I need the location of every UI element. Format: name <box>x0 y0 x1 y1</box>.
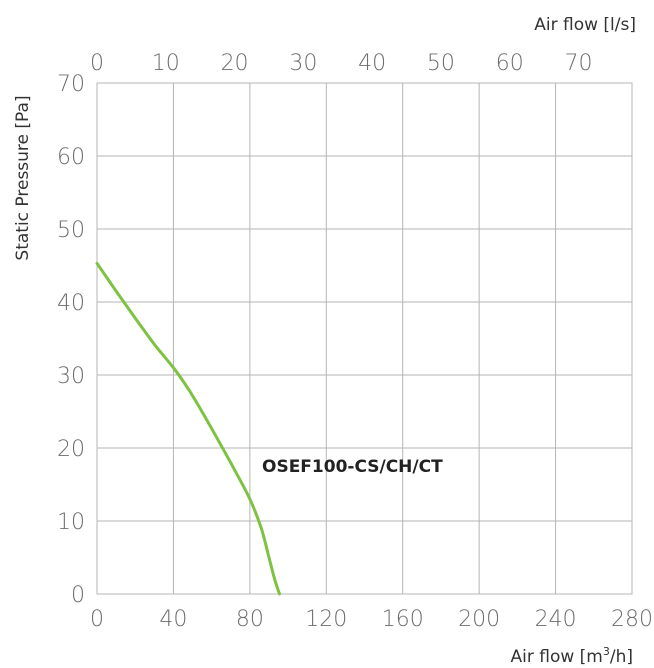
series-line <box>95 261 281 596</box>
top-tick-label: 10 <box>152 51 180 76</box>
x-tick-label: 0 <box>90 607 104 632</box>
bottom-axis-ticks: 0 40 80 120 160 200 240 280 <box>90 607 653 632</box>
top-tick-label: 0 <box>90 51 104 76</box>
x-tick-label: 160 <box>382 607 424 632</box>
y-tick-label: 10 <box>57 510 85 535</box>
top-tick-label: 50 <box>427 51 455 76</box>
bottom-axis-label-unit: /h] <box>610 647 633 667</box>
bottom-axis-label-main: Air flow [m <box>511 647 603 667</box>
grid-lines <box>96 82 633 595</box>
top-tick-label: 60 <box>496 51 524 76</box>
y-tick-label: 60 <box>57 145 85 170</box>
top-axis-ticks: 0 10 20 30 40 50 60 70 <box>90 51 593 76</box>
x-tick-label: 200 <box>458 607 500 632</box>
top-tick-label: 20 <box>221 51 249 76</box>
y-tick-label: 30 <box>57 364 85 389</box>
bottom-axis-label-superscript: 3 <box>603 645 610 658</box>
top-tick-label: 70 <box>565 51 593 76</box>
top-tick-label: 40 <box>358 51 386 76</box>
x-tick-label: 80 <box>236 607 264 632</box>
x-tick-label: 280 <box>611 607 653 632</box>
y-tick-label: 40 <box>57 291 85 316</box>
y-tick-label: 20 <box>57 437 85 462</box>
plot-frame <box>96 82 633 595</box>
y-axis-ticks: 0 10 20 30 40 50 60 70 <box>57 72 85 608</box>
bottom-axis-label: Air flow [m3/h] <box>511 645 634 667</box>
y-tick-label: 70 <box>57 72 85 97</box>
x-tick-label: 240 <box>535 607 577 632</box>
x-tick-label: 40 <box>159 607 187 632</box>
top-tick-label: 30 <box>289 51 317 76</box>
y-axis-label: Static Pressure [Pa] <box>13 95 33 260</box>
y-tick-label: 0 <box>71 583 85 608</box>
y-tick-label: 50 <box>57 218 85 243</box>
series-label: OSEF100-CS/CH/CT <box>262 457 443 477</box>
x-tick-label: 120 <box>305 607 347 632</box>
top-axis-label: Air flow [l/s] <box>534 15 636 35</box>
